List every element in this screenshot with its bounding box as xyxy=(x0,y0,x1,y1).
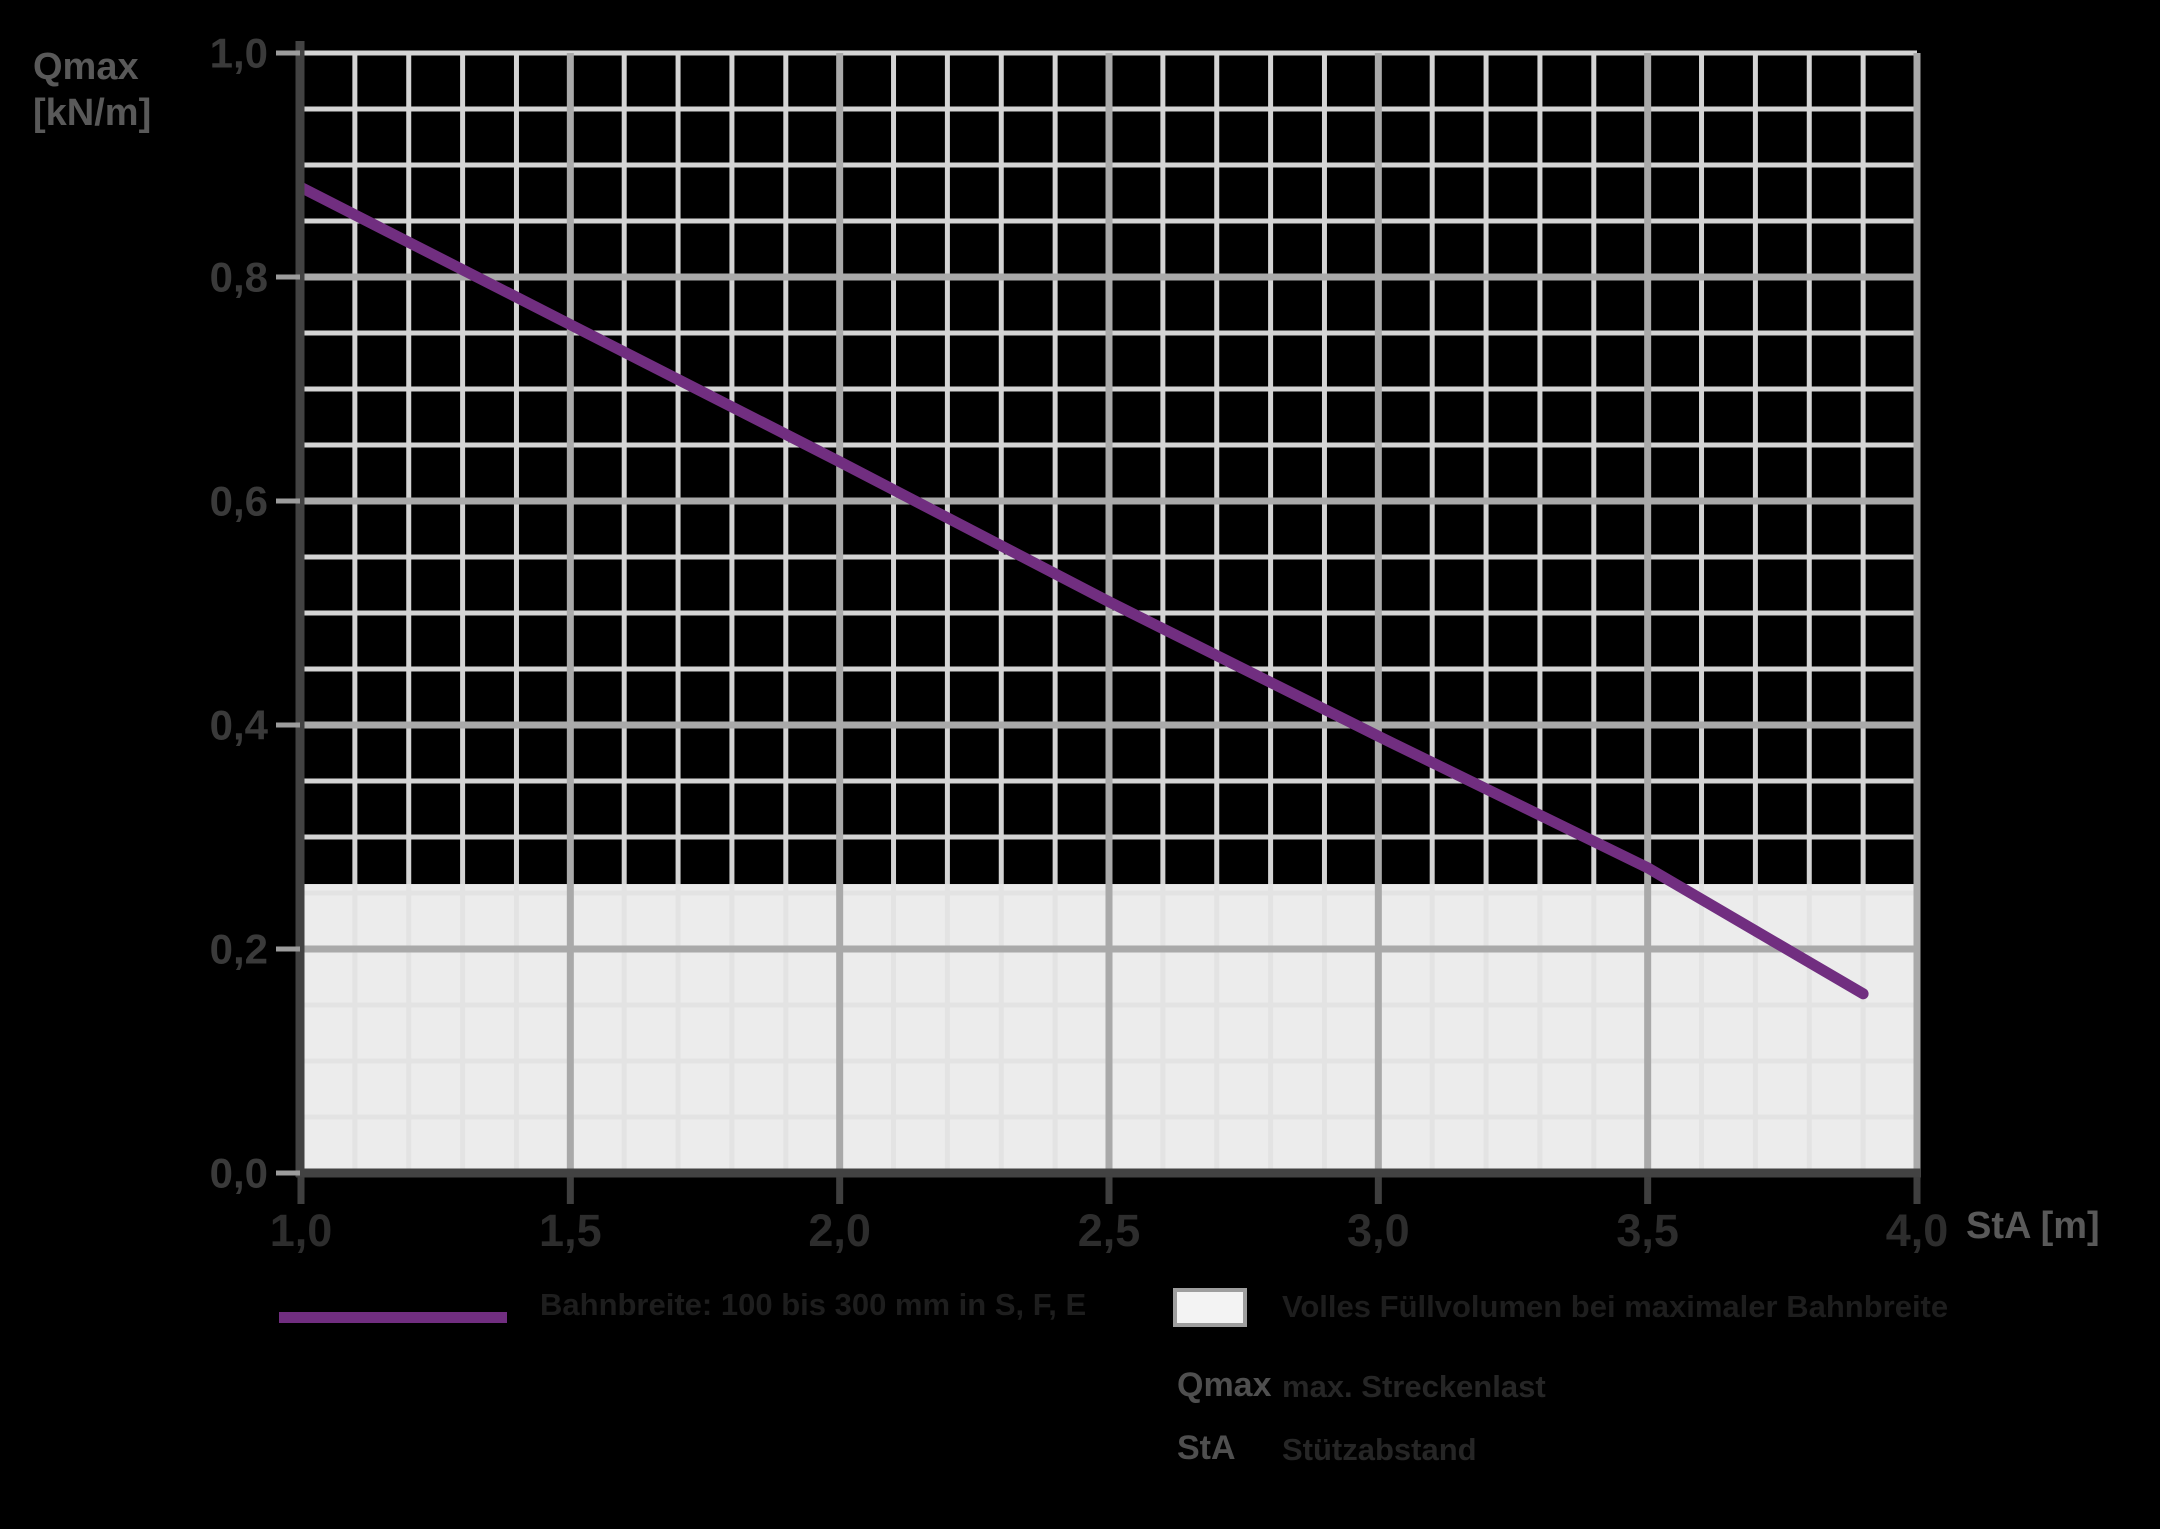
x-axis-title: StA [m] xyxy=(1966,1205,2100,1247)
legend-term-qmax: Qmax xyxy=(1177,1366,1272,1404)
y-tick-label: 0,2 xyxy=(210,926,268,973)
x-tick-label: 1,5 xyxy=(539,1205,602,1256)
legend-term-sta: StA xyxy=(1177,1429,1236,1467)
series-line-swatch xyxy=(279,1312,507,1323)
area-swatch xyxy=(1173,1288,1247,1327)
y-tick-label: 1,0 xyxy=(210,30,268,77)
legend-def-sta: Stützabstand xyxy=(1282,1432,1477,1467)
area-label: Volles Füllvolumen bei maximaler Bahnbre… xyxy=(1282,1289,1949,1324)
y-axis-title: Qmax [kN/m] xyxy=(33,44,151,136)
x-tick-label: 1,0 xyxy=(270,1205,333,1256)
x-tick-label: 3,5 xyxy=(1616,1205,1679,1256)
y-tick-label: 0,0 xyxy=(210,1150,268,1197)
legend-def-qmax: max. Streckenlast xyxy=(1282,1369,1546,1404)
series-label: Bahnbreite: 100 bis 300 mm in S, F, E xyxy=(540,1287,1087,1322)
y-tick-label: 0,8 xyxy=(210,254,268,301)
y-axis-title-line2: [kN/m] xyxy=(33,92,152,134)
x-tick-label: 3,0 xyxy=(1347,1205,1410,1256)
y-tick-label: 0,4 xyxy=(210,702,269,749)
x-tick-label: 2,0 xyxy=(808,1205,871,1256)
x-tick-label: 2,5 xyxy=(1078,1205,1141,1256)
data-line xyxy=(295,181,1869,1000)
y-tick-label: 0,6 xyxy=(210,478,268,525)
y-axis-title-line1: Qmax xyxy=(33,46,139,88)
x-tick-label: 4,0 xyxy=(1886,1205,1949,1256)
